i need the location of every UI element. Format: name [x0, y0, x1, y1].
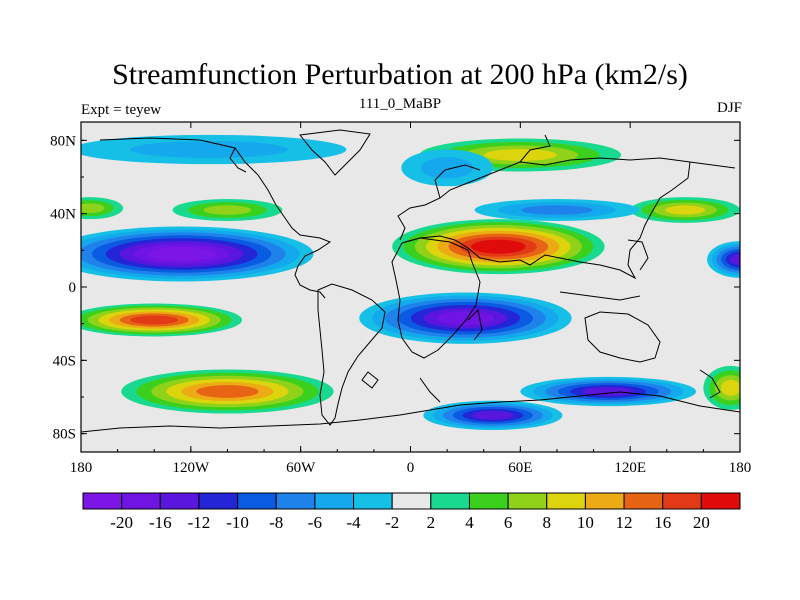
- colorbar-label: 4: [465, 513, 474, 532]
- coastlines: [81, 129, 740, 433]
- colorbar-label: -10: [226, 513, 249, 532]
- left-subtitle: Expt = teyew: [81, 102, 162, 118]
- colorbar-box: [275, 492, 316, 510]
- contour-feature: [359, 292, 572, 344]
- colorbar-label: -20: [110, 513, 133, 532]
- colorbar-box: [353, 492, 393, 510]
- axes: 180 120W 60W 0 60E 120E 180 80N 40N 0 40S 80S: [50, 122, 751, 476]
- colorbar-label: -4: [346, 513, 361, 532]
- contour-band: [436, 311, 495, 326]
- contour-band: [130, 315, 179, 325]
- contour-band: [81, 203, 105, 213]
- contour-feature: [423, 400, 563, 431]
- contour-band: [420, 157, 474, 179]
- contour-feature: [81, 303, 243, 337]
- colorbar-label: 12: [616, 513, 633, 532]
- y-tick-label: 40S: [53, 353, 76, 369]
- colorbar-box: [121, 492, 161, 510]
- contour-feature: [81, 226, 314, 282]
- chart-title: Streamfunction Perturbation at 200 hPa (…: [112, 58, 688, 91]
- contour-feature: [703, 365, 740, 410]
- x-tick-label: 60E: [508, 460, 532, 476]
- contour-feature: [81, 197, 124, 220]
- x-tick-label: 120W: [172, 460, 210, 476]
- colorbar-box: [82, 492, 123, 510]
- contour-feature: [474, 199, 640, 221]
- contour-feature: [81, 134, 347, 165]
- contour-feature: [707, 241, 740, 278]
- contour-band: [147, 246, 216, 262]
- colorbar-box: [623, 492, 664, 510]
- contour-feature: [172, 199, 283, 221]
- colorbar-label: -16: [149, 513, 172, 532]
- colorbar-label: 2: [427, 513, 436, 532]
- contour-band: [665, 205, 705, 215]
- colorbar-box: [546, 492, 586, 510]
- contour-band: [483, 149, 557, 161]
- contour-band: [521, 205, 593, 215]
- contour-band: [730, 254, 740, 265]
- contour-feature: [630, 197, 740, 223]
- colorbar-label: 20: [693, 513, 710, 532]
- colorbar-box: [468, 492, 509, 510]
- x-tick-label: 120E: [614, 460, 646, 476]
- y-tick-label: 40N: [50, 207, 76, 223]
- colorbar-label: 16: [654, 513, 671, 532]
- contour-band: [203, 205, 252, 215]
- y-tick-label: 80S: [53, 427, 76, 443]
- colorbar-label: -2: [385, 513, 399, 532]
- colorbar-label: 10: [577, 513, 594, 532]
- y-tick-label: 80N: [50, 133, 76, 149]
- x-tick-label: 180: [70, 460, 93, 476]
- contour-band: [196, 385, 259, 398]
- colorbar-box: [430, 492, 470, 510]
- center-subtitle: 111_0_MaBP: [358, 96, 442, 112]
- colorbar-box: [584, 492, 625, 510]
- colorbar-box: [700, 492, 741, 510]
- x-tick-label: 180: [729, 460, 752, 476]
- colorbar-box: [507, 492, 548, 510]
- colorbar-box: [198, 492, 239, 510]
- colorbar-label: -8: [269, 513, 283, 532]
- colorbar-box: [159, 492, 200, 510]
- colorbar-label: 6: [504, 513, 513, 532]
- colorbar: -20 -16 -12 -10 -8 -6 -4 -2 2 4 6 8 10 12 16 20: [82, 492, 741, 532]
- contour-feature: [392, 219, 605, 275]
- contour-band: [471, 239, 526, 254]
- colorbar-box: [237, 492, 277, 510]
- contour-feature: [401, 149, 493, 187]
- contour-feature: [520, 376, 697, 407]
- contour-band: [130, 141, 289, 158]
- contour-band: [582, 387, 634, 396]
- x-tick-label: 0: [407, 460, 415, 476]
- colorbar-box: [662, 492, 702, 510]
- x-tick-label: 60W: [286, 460, 316, 476]
- contour-feature: [121, 369, 334, 414]
- contour-band: [720, 379, 740, 396]
- right-subtitle: DJF: [716, 100, 742, 116]
- colorbar-label: 8: [543, 513, 552, 532]
- contour-band: [472, 411, 514, 420]
- colorbar-label: -12: [188, 513, 211, 532]
- contour-fills: [81, 134, 740, 431]
- colorbar-label: -6: [308, 513, 322, 532]
- y-tick-label: 0: [69, 280, 77, 296]
- colorbar-box: [391, 492, 432, 510]
- colorbar-box: [314, 492, 355, 510]
